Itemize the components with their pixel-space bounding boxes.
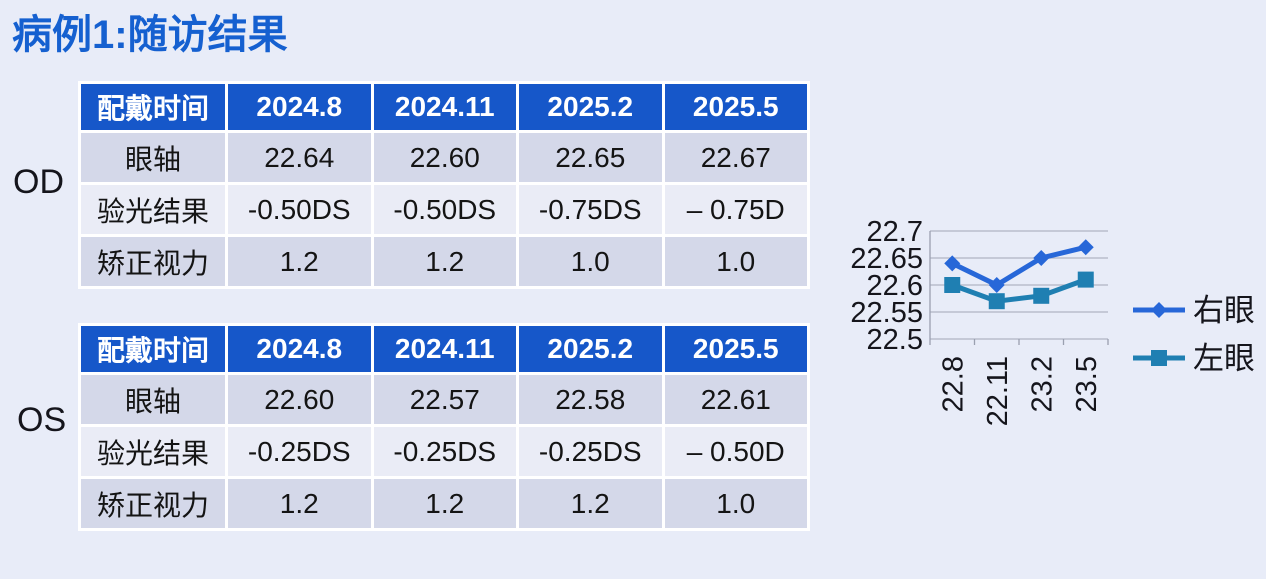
series-line: [951, 277, 1087, 304]
series-line: [951, 244, 1087, 288]
data-point-marker: [1033, 287, 1050, 304]
row-label: 眼轴: [81, 133, 225, 182]
value-cell: 22.67: [664, 133, 807, 182]
y-tick-label: 22.55: [850, 297, 923, 329]
x-tick-label: 23.2: [1026, 356, 1058, 412]
x-tick-label: 23.5: [1071, 356, 1103, 412]
value-cell: -0.25DS: [373, 427, 516, 476]
data-point-marker: [1077, 239, 1094, 256]
value-cell: 1.0: [664, 237, 807, 286]
value-cell: 1.2: [228, 479, 371, 528]
value-cell: 22.64: [228, 133, 371, 182]
value-cell: – 0.75D: [664, 185, 807, 234]
y-tick-label: 22.65: [850, 243, 923, 275]
col-header: 2025.5: [664, 326, 807, 372]
legend-label: 左眼: [1193, 341, 1255, 376]
value-cell: -0.50DS: [228, 185, 371, 234]
col-header: 2025.2: [519, 326, 662, 372]
row-label: 验光结果: [81, 427, 225, 476]
row-label: 矫正视力: [81, 479, 225, 528]
value-cell: 1.2: [228, 237, 371, 286]
table-row: 验光结果 -0.50DS -0.50DS -0.75DS – 0.75D: [81, 185, 807, 234]
col-header: 2024.11: [373, 84, 516, 130]
value-cell: 22.57: [373, 375, 516, 424]
value-cell: 22.61: [664, 375, 807, 424]
value-cell: 22.65: [519, 133, 662, 182]
col-header: 2024.8: [228, 84, 371, 130]
table-row: 眼轴 22.64 22.60 22.65 22.67: [81, 133, 807, 182]
value-cell: 1.2: [519, 479, 662, 528]
value-cell: 22.58: [519, 375, 662, 424]
table-row: 验光结果 -0.25DS -0.25DS -0.25DS – 0.50D: [81, 427, 807, 476]
value-cell: -0.25DS: [519, 427, 662, 476]
value-cell: 1.2: [373, 479, 516, 528]
value-cell: -0.50DS: [373, 185, 516, 234]
value-cell: 22.60: [228, 375, 371, 424]
value-cell: 1.2: [373, 237, 516, 286]
legend-label: 右眼: [1193, 293, 1255, 328]
value-cell: -0.25DS: [228, 427, 371, 476]
value-cell: 22.60: [373, 133, 516, 182]
row-label: 矫正视力: [81, 237, 225, 286]
os-table: 配戴时间 2024.8 2024.11 2025.2 2025.5 眼轴 22.…: [78, 323, 810, 531]
data-point-marker: [944, 255, 961, 272]
data-point-marker: [944, 277, 961, 293]
col-header: 2024.8: [228, 326, 371, 372]
x-tick-label: 22.8: [937, 356, 969, 412]
data-point-marker: [988, 277, 1005, 293]
value-cell: -0.75DS: [519, 185, 662, 234]
od-header-row: 配戴时间 2024.8 2024.11 2025.2 2025.5: [81, 84, 807, 130]
col-header: 2025.5: [664, 84, 807, 130]
y-tick-label: 22.6: [867, 270, 923, 302]
y-tick-label: 22.5: [867, 324, 923, 356]
od-eye-label: OD: [13, 163, 64, 201]
data-point-marker: [1033, 250, 1050, 266]
col-header: 2025.2: [519, 84, 662, 130]
os-header-row: 配戴时间 2024.8 2024.11 2025.2 2025.5: [81, 326, 807, 372]
page-title: 病例1:随访结果: [12, 13, 288, 57]
table-row: 眼轴 22.60 22.57 22.58 22.61: [81, 375, 807, 424]
row-label: 验光结果: [81, 185, 225, 234]
value-cell: – 0.50D: [664, 427, 807, 476]
col-header: 配戴时间: [81, 326, 225, 372]
value-cell: 1.0: [519, 237, 662, 286]
data-point-marker: [1077, 271, 1094, 288]
os-eye-label: OS: [17, 401, 67, 439]
x-tick-label: 22.11: [982, 356, 1014, 426]
col-header: 配戴时间: [81, 84, 225, 130]
data-point-marker: [1151, 350, 1167, 366]
row-label: 眼轴: [81, 375, 225, 424]
data-point-marker: [988, 293, 1005, 310]
col-header: 2024.11: [373, 326, 516, 372]
data-point-marker: [1151, 302, 1167, 318]
table-row: 矫正视力 1.2 1.2 1.2 1.0: [81, 479, 807, 528]
table-row: 矫正视力 1.2 1.2 1.0 1.0: [81, 237, 807, 286]
value-cell: 1.0: [664, 479, 807, 528]
od-table: 配戴时间 2024.8 2024.11 2025.2 2025.5 眼轴 22.…: [78, 81, 810, 289]
y-tick-label: 22.7: [867, 216, 923, 248]
